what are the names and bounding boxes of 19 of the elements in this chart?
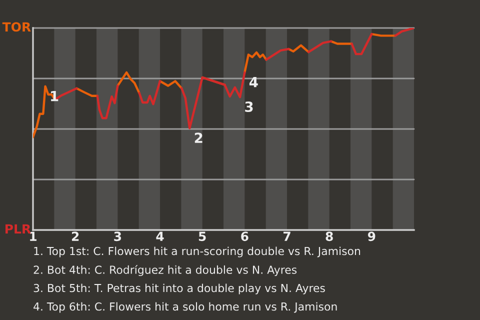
- text: 1. Top 1st: C. Flowers hit a run-scoring double vs R. Jamison: [34, 246, 360, 258]
- x-tick-label: 9: [368, 232, 376, 242]
- x-tick-label: 7: [283, 232, 290, 241]
- text: 3. Bot 5th: T. Petras hit into a double play vs N. Ayres: [34, 284, 325, 294]
- annotation: 3: [245, 101, 253, 112]
- annotation: 4: [249, 77, 258, 88]
- x-tick-label: 2: [72, 232, 79, 241]
- text: 2. Bot 4th: C. Rodríguez hit a double vs N. Ayres: [34, 264, 297, 276]
- annotation: 2: [194, 132, 202, 143]
- x-tick-label: 8: [326, 232, 333, 242]
- text: PLR: [5, 224, 31, 234]
- annotation: 1: [51, 90, 58, 102]
- x-tick-label: 5: [198, 232, 206, 242]
- text: TOR: [2, 22, 31, 32]
- x-tick-label: 4: [156, 232, 164, 241]
- x-tick-label: 1: [30, 232, 36, 241]
- x-tick-label: 6: [241, 232, 248, 242]
- text: 4. Top 6th: C. Flowers hit a solo home run vs R. Jamison: [34, 302, 337, 313]
- x-tick-label: 3: [114, 232, 122, 242]
